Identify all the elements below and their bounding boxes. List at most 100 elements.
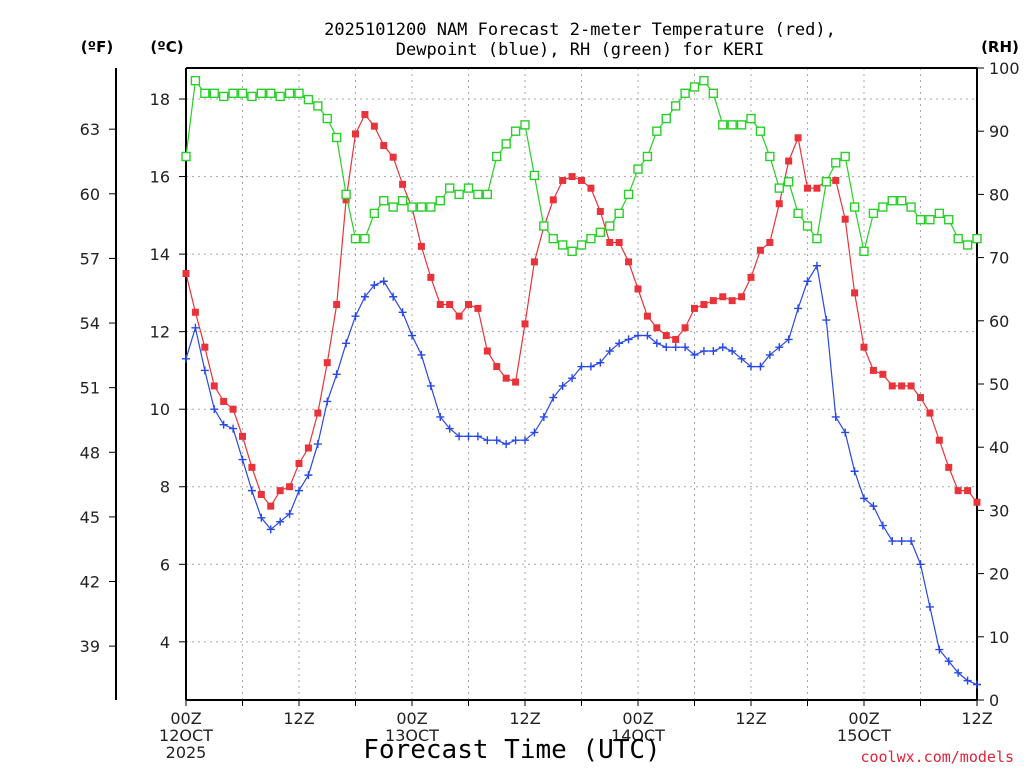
temperature-point — [935, 436, 943, 444]
rh-point — [849, 202, 860, 212]
dewpoint-point — [860, 494, 868, 503]
dewpoint-point — [247, 486, 256, 495]
temperature-point — [860, 343, 868, 351]
dewpoint-point — [822, 316, 831, 325]
rh-point — [962, 240, 973, 250]
rh-point — [586, 233, 596, 244]
rh-point — [887, 196, 897, 206]
temperature-point — [314, 409, 322, 417]
rh-point — [388, 202, 398, 212]
rh-point — [181, 151, 191, 162]
temperature-point — [681, 324, 689, 332]
temperature-point — [898, 382, 906, 390]
temperature-point — [775, 200, 783, 208]
dewpoint-point — [473, 432, 482, 441]
dewpoint-point — [756, 362, 765, 371]
rh-point — [548, 233, 558, 244]
temperature-point — [954, 487, 962, 495]
rh-point — [228, 88, 238, 98]
celsius-tick-label: 16 — [150, 168, 170, 187]
temperature-point — [201, 343, 209, 351]
fahrenheit-tick-label: 63 — [80, 120, 100, 139]
temperature-point — [568, 173, 576, 181]
dewpoint-point — [681, 343, 690, 352]
dewpoint-point — [812, 261, 821, 270]
temperature-point — [210, 382, 218, 390]
dewpoint-point — [888, 537, 897, 546]
temperature-point — [851, 289, 859, 297]
rh-point — [699, 75, 709, 86]
rh-point — [718, 120, 728, 130]
temperature-point — [926, 409, 934, 417]
dewpoint-point — [841, 428, 850, 437]
dewpoint-point — [803, 277, 812, 286]
temperature-point — [596, 207, 604, 215]
temperature-point — [493, 363, 501, 371]
temperature-point — [380, 142, 388, 150]
axes: 4 6 8 10 12 14 16 18 39 42 45 48 51 54 57 60 63 0 10 20 30 40… — [80, 59, 1020, 762]
temperature-point — [634, 285, 642, 293]
dewpoint-point — [634, 331, 642, 340]
rh-point — [416, 202, 427, 212]
temperature-point — [286, 483, 294, 491]
rh-point — [906, 202, 916, 212]
dewpoint-point — [219, 420, 228, 429]
temperature-point — [333, 301, 341, 309]
temperature-point — [267, 502, 275, 510]
rh-point — [350, 233, 361, 244]
dewpoint-point — [747, 362, 755, 371]
rh-point — [313, 101, 323, 111]
rh-point — [812, 233, 822, 244]
rh-tick-label: 40 — [989, 438, 1009, 457]
dewpoint-point — [295, 486, 303, 495]
temperature-point — [672, 335, 680, 343]
rh-point — [605, 221, 615, 231]
temperature-point — [785, 157, 793, 165]
temperature-point — [917, 394, 924, 402]
temperature-point — [869, 366, 877, 374]
temperature-point — [182, 269, 190, 277]
rh-point — [237, 88, 248, 98]
rh-point — [934, 208, 945, 219]
fahrenheit-tick-label: 39 — [80, 637, 100, 656]
rh-point — [859, 246, 869, 256]
temperature-point — [304, 444, 312, 452]
temperature-point — [832, 176, 840, 184]
rh-point — [256, 88, 267, 98]
rh-point — [821, 177, 832, 187]
dewpoint-point — [549, 393, 558, 402]
temperature-point — [191, 308, 199, 316]
dewpoint-point — [229, 424, 238, 433]
x-tick-label: 12Z — [735, 709, 766, 728]
dewpoint-point — [794, 304, 803, 313]
temperature-point — [465, 301, 472, 309]
dewpoint-point — [671, 343, 680, 352]
rh-point — [454, 189, 464, 200]
dewpoint-point — [558, 381, 567, 390]
dewpoint-point — [765, 350, 774, 359]
temperature-point — [766, 238, 774, 246]
rh-tick-label: 30 — [989, 501, 1009, 520]
rh-point — [802, 221, 813, 231]
dewpoint-point — [445, 424, 454, 433]
fahrenheit-tick-label: 51 — [80, 379, 100, 398]
rh-point — [510, 126, 521, 136]
temperature-point — [417, 242, 425, 250]
temperature-point — [361, 111, 369, 119]
fahrenheit-tick-label: 42 — [80, 573, 100, 592]
temperature-point — [295, 459, 303, 467]
fahrenheit-tick-label: 60 — [80, 185, 100, 204]
dewpoint-point — [775, 343, 784, 352]
x-tick-label: 15OCT — [837, 726, 891, 745]
celsius-tick-label: 6 — [160, 555, 170, 574]
rh-tick-label: 50 — [989, 375, 1009, 394]
fahrenheit-tick-label: 54 — [80, 314, 100, 333]
temperature-point — [700, 301, 708, 309]
temperature-point — [973, 498, 981, 506]
rh-point — [463, 183, 474, 193]
temperature-point — [756, 246, 764, 254]
celsius-axis-label: (ºC) — [150, 38, 183, 56]
rh-point — [623, 189, 634, 200]
temperature-point — [662, 332, 670, 340]
dewpoint-point — [464, 432, 473, 441]
